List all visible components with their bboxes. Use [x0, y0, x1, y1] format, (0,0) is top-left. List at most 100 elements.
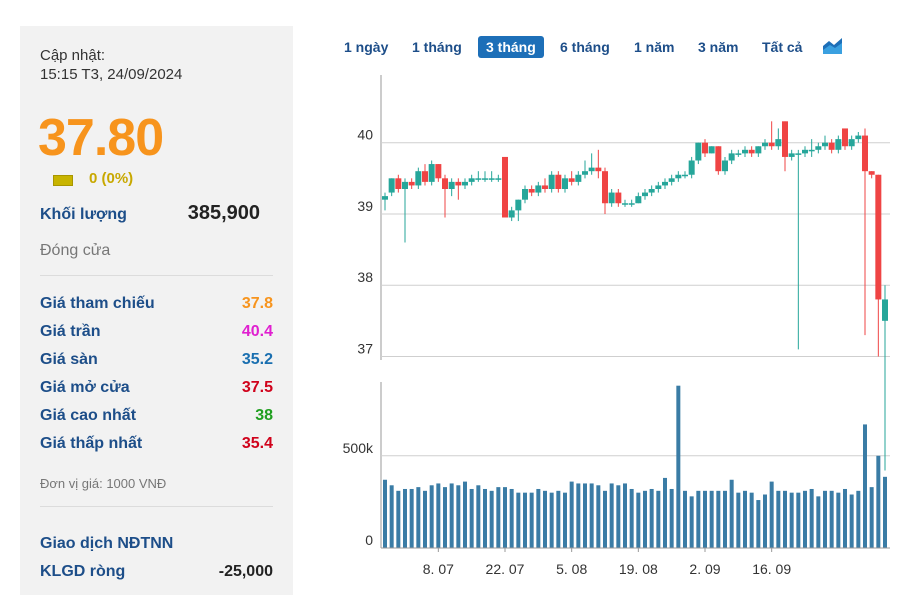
volume-bar [789, 492, 794, 548]
candle-body [602, 171, 608, 204]
volume-bar [809, 488, 814, 548]
ref-price-value: 37.8 [241, 295, 273, 312]
candle-body [635, 196, 642, 204]
tab-1-day[interactable]: 1 ngày [344, 39, 389, 55]
volume-bar [643, 490, 647, 548]
candle-body [762, 142, 768, 147]
candle-body [508, 210, 515, 218]
volume-bar [409, 488, 414, 548]
volume-bar [883, 476, 887, 548]
candle-body [562, 178, 568, 189]
volume-bar [509, 488, 514, 548]
candle-body [595, 167, 602, 172]
candle-body [875, 174, 882, 300]
open-price-value: 37.5 [241, 379, 273, 396]
update-label: Cập nhật: [40, 47, 106, 64]
unit-note: Đơn vị giá: 1000 VNĐ [40, 476, 167, 491]
volume-bar [476, 485, 481, 548]
volume-bar [843, 488, 847, 548]
volume-bar [569, 481, 574, 548]
candle-body [695, 142, 702, 161]
candle-body [835, 139, 842, 150]
candle-body [608, 192, 615, 204]
tab-3-months[interactable]: 3 tháng [478, 36, 544, 58]
candle-body [402, 181, 408, 189]
volume-bar [456, 485, 461, 548]
volume-bar [516, 492, 521, 548]
candle-body [475, 178, 482, 180]
volume-bar [736, 492, 741, 548]
high-price-value: 38 [255, 407, 273, 424]
candle-body [742, 149, 748, 154]
volume-bar [563, 492, 567, 548]
volume-bar [696, 490, 701, 548]
unchanged-icon [53, 175, 73, 186]
volume-bar [683, 490, 687, 548]
volume-bar [636, 492, 641, 548]
candle-body [548, 174, 555, 189]
volume-bar [783, 490, 787, 548]
volume-bar [383, 479, 387, 548]
volume-bar [769, 481, 774, 548]
volume-tick-label: 500k [343, 440, 374, 456]
floor-price-label: Giá sàn [40, 351, 98, 368]
volume-bar [423, 490, 427, 548]
candle-body [795, 153, 802, 155]
candle-body [622, 203, 628, 205]
price-tick-label: 39 [357, 198, 373, 214]
price-change: 0 (0%) [89, 170, 134, 187]
current-price: 37.80 [38, 109, 164, 167]
volume-bar [829, 490, 834, 548]
volume-bar [743, 490, 747, 548]
tab-1-year[interactable]: 1 năm [634, 39, 675, 55]
candle-body [688, 160, 695, 175]
price-tick-label: 37 [357, 340, 373, 356]
volume-bar [416, 487, 421, 548]
candle-body [722, 160, 728, 172]
volume-bar [616, 485, 621, 548]
candle-body [535, 185, 542, 193]
volume-bar [803, 490, 807, 548]
chart-type-icon[interactable] [822, 36, 844, 56]
volume-bar [543, 490, 547, 548]
volume-bar [836, 492, 841, 548]
volume-bar [816, 496, 821, 548]
volume-bar [443, 487, 447, 548]
candle-body [455, 181, 462, 186]
tab-all[interactable]: Tất cả [762, 39, 803, 55]
candle-body [735, 153, 742, 155]
volume-bar [589, 483, 594, 548]
volume-bar [656, 490, 661, 548]
candle-body [682, 174, 688, 177]
net-volume-value: -25,000 [218, 563, 273, 580]
volume-bar [483, 488, 487, 548]
ceiling-price-value: 40.4 [241, 323, 273, 340]
volume-bar [603, 490, 607, 548]
divider [40, 506, 273, 507]
price-chart[interactable]: 37 38 39 40 0 500k 8. 07 22. 07 5. 08 19. 08 2. 09… [330, 60, 895, 590]
volume-bar [749, 492, 754, 548]
update-time: 15:15 T3, 24/09/2024 [40, 66, 183, 83]
volume-bar [709, 490, 714, 548]
low-price-value: 35.4 [241, 435, 273, 452]
candle-body [815, 146, 822, 150]
volume-bar [876, 455, 881, 548]
candle-body [748, 149, 755, 154]
candle-body [782, 121, 788, 157]
volume-bar [849, 494, 854, 548]
candle-body [628, 203, 635, 205]
volume-bar [549, 492, 554, 548]
volume-bar [776, 490, 781, 548]
volume-bar [489, 490, 494, 548]
candle-body [802, 149, 808, 154]
tab-6-months[interactable]: 6 tháng [560, 39, 610, 55]
candle-body [382, 196, 388, 200]
tab-1-month[interactable]: 1 tháng [412, 39, 462, 55]
tab-3-years[interactable]: 3 năm [698, 39, 739, 55]
candle-body [668, 178, 675, 182]
volume-bar [663, 477, 667, 548]
floor-price-value: 35.2 [241, 351, 273, 368]
candle-body [842, 128, 848, 147]
candle-body [448, 181, 455, 189]
candle-body [542, 185, 548, 189]
